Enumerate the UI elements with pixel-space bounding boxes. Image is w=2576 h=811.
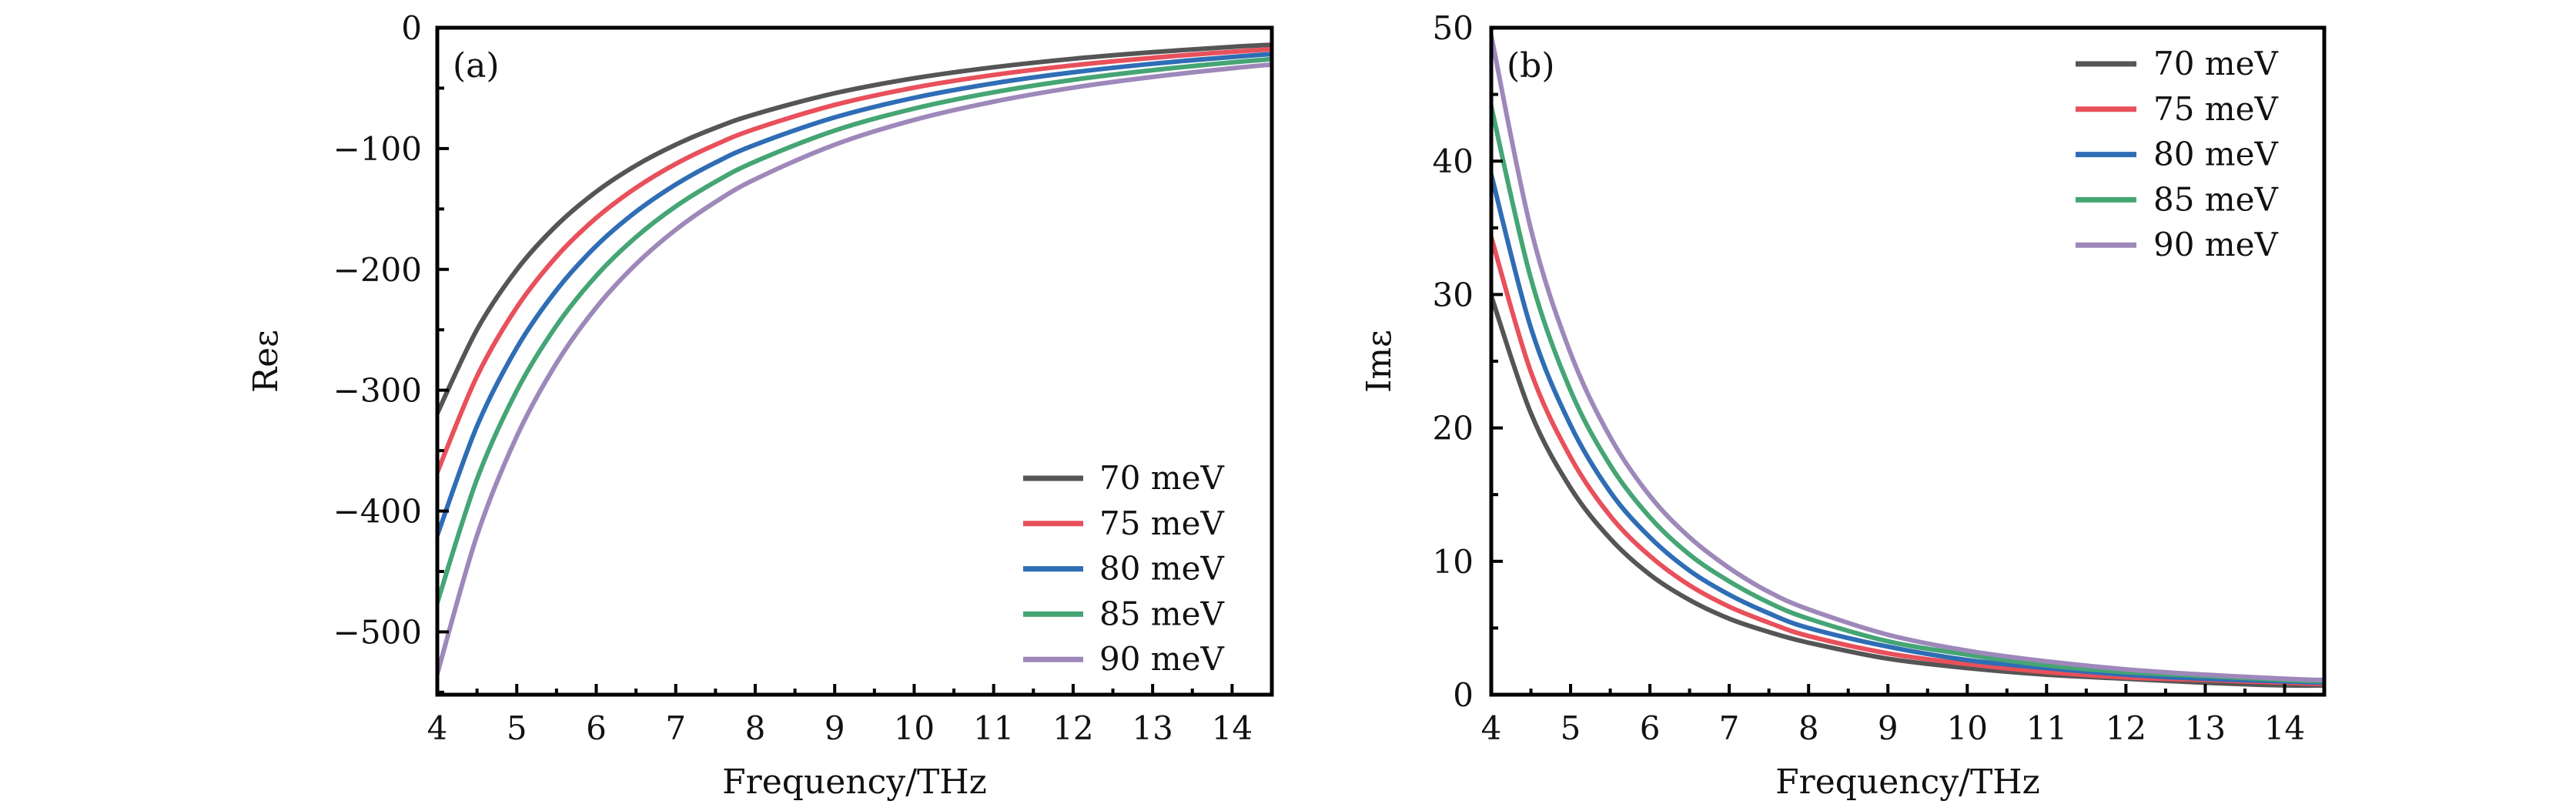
legend-a: 70 meV 75 meV 80 meV 85 meV 90 meV: [1023, 459, 1224, 678]
ticks-b: [1490, 26, 2326, 696]
plot-frame-b: [1489, 25, 2327, 697]
series-line-90-mev: [1491, 33, 2324, 682]
y-tick-label: 0: [1453, 676, 1474, 714]
x-tick-label: 7: [665, 709, 686, 747]
curves-a: [437, 42, 1272, 676]
legend-label: 80 meV: [2153, 136, 2278, 173]
legend-label: 85 meV: [1099, 595, 1224, 632]
legend-label: 70 meV: [2153, 45, 2278, 82]
series-line-70-mev: [437, 42, 1272, 416]
series-line-80-mev: [1491, 172, 2324, 685]
series-line-80-mev: [437, 52, 1272, 538]
y-tick-label: −100: [333, 130, 422, 168]
x-tick-label: 14: [2264, 709, 2305, 747]
legend-label: 75 meV: [2153, 90, 2278, 128]
legend-item: 90 meV: [2076, 226, 2278, 263]
y-tick-label: 0: [401, 9, 422, 47]
y-tick-label: 20: [1433, 410, 1474, 447]
x-tick-labels-a: 4 5 6 7 8 9 10 11 12 13 14: [427, 709, 1253, 747]
x-tick-label: 5: [1561, 709, 1581, 747]
x-tick-label: 8: [1798, 709, 1819, 747]
y-tick-label: 50: [1433, 9, 1474, 47]
legend-item: 70 meV: [1023, 459, 1224, 497]
series-line-75-mev: [437, 46, 1272, 475]
x-tick-label: 9: [825, 709, 845, 747]
series-line-70-mev: [1491, 293, 2324, 689]
series-line-75-mev: [1491, 234, 2324, 687]
y-tick-label: −200: [333, 251, 422, 289]
plot-frame-a: [435, 25, 1274, 697]
legend-item: 85 meV: [2076, 180, 2278, 218]
panel-a: (a) 4 5 6 7 8 9 10 11 12 13 14 0 −100 −200 −300 −400 −5…: [246, 9, 1274, 802]
x-tick-label: 12: [1052, 709, 1093, 747]
x-tick-label: 13: [2185, 709, 2226, 747]
y-tick-label: 40: [1433, 142, 1474, 180]
legend-label: 85 meV: [2153, 180, 2278, 218]
legend-label: 75 meV: [1099, 504, 1224, 542]
x-tick-label: 10: [894, 709, 935, 747]
x-tick-label: 7: [1719, 709, 1740, 747]
y-tick-labels-b: 0 10 20 30 40 50: [1433, 9, 1474, 714]
panel-label-b: (b): [1507, 46, 1555, 85]
series-line-90-mev: [437, 62, 1272, 676]
legend-b: 70 meV 75 meV 80 meV 85 meV 90 meV: [2076, 45, 2278, 263]
y-axis-label-a: Reε: [246, 330, 286, 393]
x-tick-label: 11: [973, 709, 1014, 747]
y-tick-label: −500: [333, 613, 422, 651]
x-axis-label-b: Frequency/THz: [1775, 762, 2040, 802]
y-tick-labels-a: 0 −100 −200 −300 −400 −500: [333, 9, 422, 651]
y-tick-label: 10: [1433, 543, 1474, 581]
legend-label: 90 meV: [2153, 226, 2278, 263]
legend-item: 80 meV: [2076, 136, 2278, 173]
y-axis-label-b: Imε: [1360, 330, 1399, 393]
y-tick-label: −400: [333, 493, 422, 531]
legend-item: 80 meV: [1023, 550, 1224, 588]
legend-label: 80 meV: [1099, 550, 1224, 588]
legend-item: 75 meV: [1023, 504, 1224, 542]
y-tick-label: 30: [1433, 276, 1474, 313]
y-tick-label: −300: [333, 372, 422, 410]
x-tick-label: 5: [507, 709, 527, 747]
series-line-85-mev: [437, 56, 1272, 605]
x-tick-label: 6: [1640, 709, 1661, 747]
legend-item: 90 meV: [1023, 640, 1224, 678]
x-tick-label: 10: [1947, 709, 1988, 747]
x-tick-label: 4: [427, 709, 448, 747]
x-tick-labels-b: 4 5 6 7 8 9 10 11 12 13 14: [1481, 709, 2306, 747]
legend-label: 70 meV: [1099, 459, 1224, 497]
x-tick-label: 8: [745, 709, 766, 747]
legend-label: 90 meV: [1099, 640, 1224, 678]
x-tick-label: 12: [2106, 709, 2146, 747]
x-tick-label: 9: [1878, 709, 1899, 747]
x-tick-label: 4: [1481, 709, 1502, 747]
panel-b: (b) 4 5 6 7 8 9 10 11 12 13 14 0 10 20 30 40 50 Frequen…: [1360, 9, 2327, 802]
x-tick-label: 6: [586, 709, 607, 747]
x-axis-label-a: Frequency/THz: [722, 762, 987, 802]
legend-item: 75 meV: [2076, 90, 2278, 128]
x-tick-label: 14: [1212, 709, 1253, 747]
x-tick-label: 11: [2026, 709, 2067, 747]
panel-label-a: (a): [453, 46, 500, 85]
legend-item: 85 meV: [1023, 595, 1224, 632]
legend-item: 70 meV: [2076, 45, 2278, 82]
x-tick-label: 13: [1132, 709, 1173, 747]
curves-b: [1491, 33, 2324, 689]
